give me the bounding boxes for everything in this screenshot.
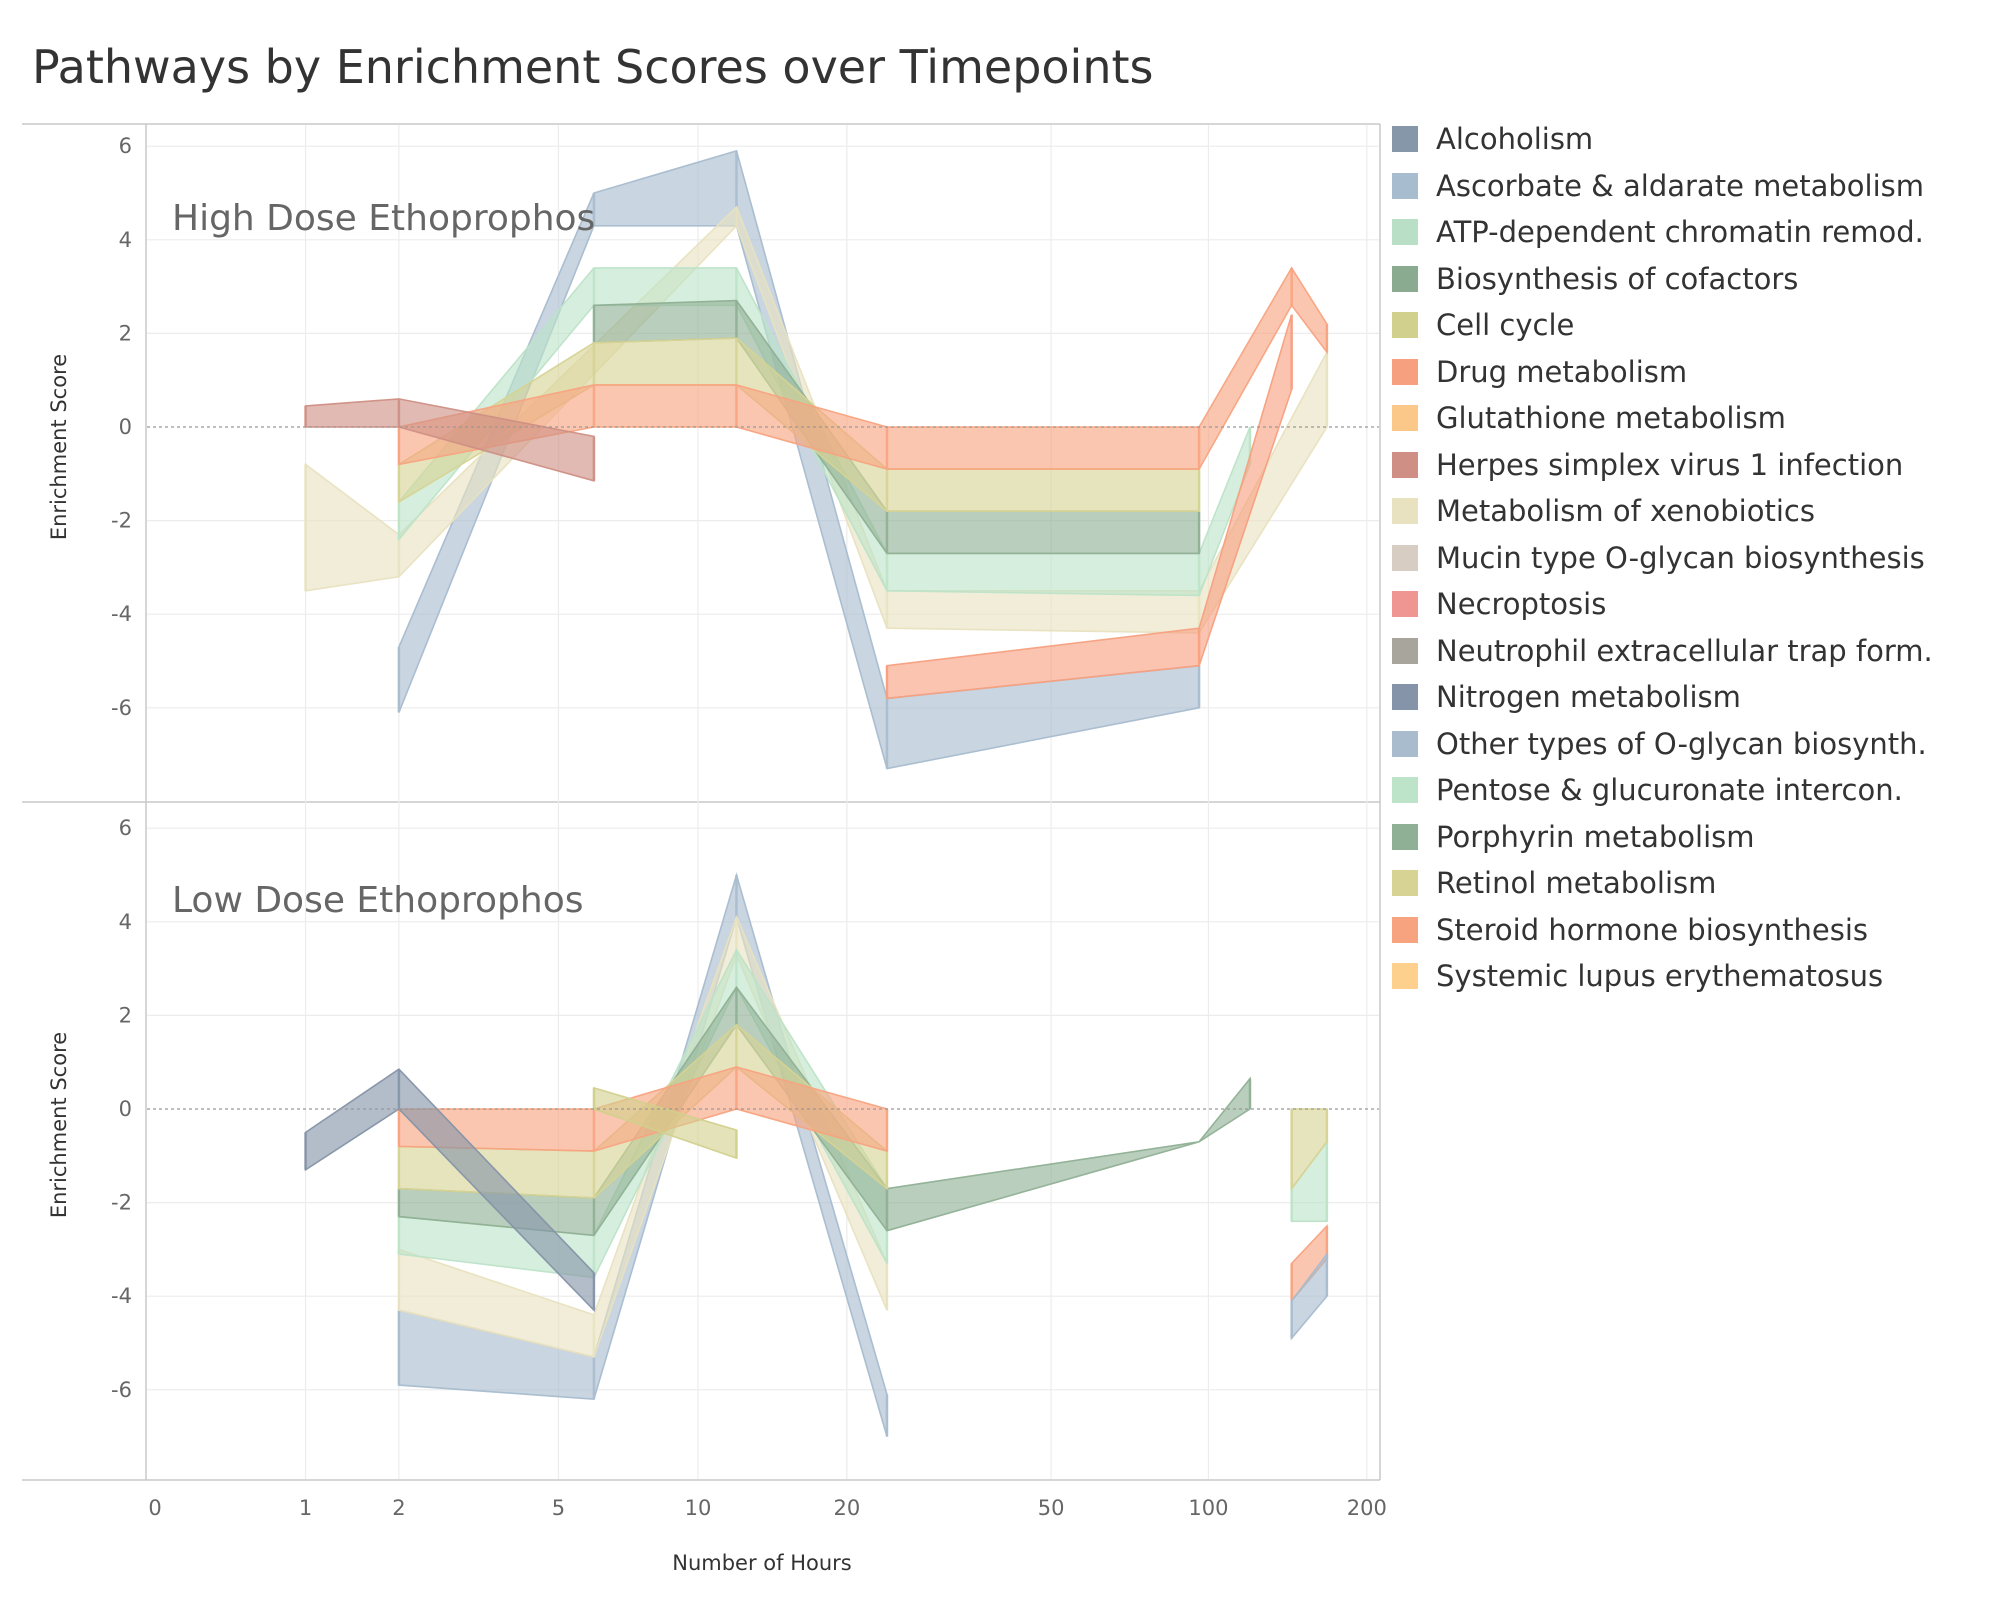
legend-swatch (1392, 870, 1418, 897)
legend-label: Glutathione metabolism (1436, 401, 1786, 436)
legend-swatch (1392, 126, 1418, 153)
legend-swatch (1392, 358, 1418, 385)
legend-label: Cell cycle (1436, 308, 1575, 343)
legend-label: Steroid hormone biosynthesis (1436, 912, 1869, 947)
legend-label: Ascorbate & aldarate metabolism (1436, 168, 1924, 203)
y-tick-label: 6 (119, 816, 132, 840)
legend-label: Pentose & glucuronate intercon. (1436, 773, 1903, 808)
y-axis-title: Enrichment Score (47, 1032, 71, 1218)
legend-item[interactable]: Porphyrin metabolism (1392, 814, 1992, 861)
legend-swatch (1392, 451, 1418, 478)
legend-swatch (1392, 637, 1418, 664)
x-tick-label: 2 (392, 1496, 405, 1520)
legend-item[interactable]: Steroid hormone biosynthesis (1392, 907, 1992, 954)
legend-swatch (1392, 684, 1418, 711)
legend-label: Biosynthesis of cofactors (1436, 261, 1799, 296)
x-tick-label: 20 (833, 1496, 860, 1520)
legend-swatch (1392, 544, 1418, 571)
x-axis-title: Number of Hours (672, 1551, 851, 1575)
legend-swatch (1392, 730, 1418, 757)
x-tick-label: 200 (1347, 1496, 1387, 1520)
y-tick-label: 2 (119, 321, 132, 345)
y-tick-label: 4 (119, 228, 132, 252)
legend-item[interactable]: Herpes simplex virus 1 infection (1392, 442, 1992, 489)
legend-label: ATP-dependent chromatin remod. (1436, 215, 1924, 250)
legend-label: Retinol metabolism (1436, 866, 1717, 901)
legend-swatch (1392, 916, 1418, 943)
y-tick-label: 2 (119, 1003, 132, 1027)
legend-item[interactable]: Ascorbate & aldarate metabolism (1392, 163, 1992, 210)
legend-label: Necroptosis (1436, 587, 1607, 622)
panel-label: Low Dose Ethoprophos (172, 880, 583, 921)
legend-item[interactable]: ATP-dependent chromatin remod. (1392, 209, 1992, 256)
legend: Alcoholism Ascorbate & aldarate metabolis… (1392, 116, 1992, 1000)
legend-item[interactable]: Neutrophil extracellular trap form. (1392, 628, 1992, 675)
legend-swatch (1392, 219, 1418, 246)
legend-swatch (1392, 823, 1418, 850)
x-tick-label: 50 (1038, 1496, 1065, 1520)
legend-item[interactable]: Nitrogen metabolism (1392, 674, 1992, 721)
legend-swatch (1392, 963, 1418, 990)
y-tick-label: -2 (111, 509, 132, 533)
legend-label: Neutrophil extracellular trap form. (1436, 633, 1933, 668)
legend-label: Herpes simplex virus 1 infection (1436, 447, 1904, 482)
legend-item[interactable]: Drug metabolism (1392, 349, 1992, 396)
y-tick-label: 6 (119, 134, 132, 158)
legend-label: Other types of O-glycan biosynth. (1436, 726, 1927, 761)
x-tick-label: 5 (552, 1496, 565, 1520)
x-tick-label: 0 (148, 1496, 161, 1520)
legend-label: Alcoholism (1436, 122, 1594, 157)
legend-label: Metabolism of xenobiotics (1436, 494, 1815, 529)
y-tick-label: -6 (111, 1378, 132, 1402)
legend-label: Drug metabolism (1436, 354, 1688, 389)
legend-item[interactable]: Glutathione metabolism (1392, 395, 1992, 442)
legend-item[interactable]: Alcoholism (1392, 116, 1992, 163)
legend-item[interactable]: Systemic lupus erythematosus (1392, 953, 1992, 1000)
legend-label: Porphyrin metabolism (1436, 819, 1755, 854)
legend-item[interactable]: Mucin type O-glycan biosynthesis (1392, 535, 1992, 582)
legend-swatch (1392, 777, 1418, 804)
x-tick-label: 10 (685, 1496, 712, 1520)
x-tick-label: 1 (299, 1496, 312, 1520)
legend-item[interactable]: Metabolism of xenobiotics (1392, 488, 1992, 535)
legend-item[interactable]: Pentose & glucuronate intercon. (1392, 767, 1992, 814)
y-tick-label: -6 (111, 696, 132, 720)
legend-swatch (1392, 405, 1418, 432)
y-tick-label: 0 (119, 1097, 132, 1121)
panel-label: High Dose Ethoprophos (172, 198, 595, 239)
legend-item[interactable]: Cell cycle (1392, 302, 1992, 349)
legend-swatch (1392, 591, 1418, 618)
legend-label: Systemic lupus erythematosus (1436, 959, 1884, 994)
legend-swatch (1392, 312, 1418, 339)
chart-title: Pathways by Enrichment Scores over Timep… (32, 40, 1154, 94)
legend-item[interactable]: Retinol metabolism (1392, 860, 1992, 907)
y-tick-label: -2 (111, 1191, 132, 1215)
y-axis-title: Enrichment Score (47, 354, 71, 540)
legend-swatch (1392, 498, 1418, 525)
legend-item[interactable]: Necroptosis (1392, 581, 1992, 628)
legend-swatch (1392, 265, 1418, 292)
legend-item[interactable]: Biosynthesis of cofactors (1392, 256, 1992, 303)
y-tick-label: -4 (111, 602, 132, 626)
legend-label: Mucin type O-glycan biosynthesis (1436, 540, 1925, 575)
y-tick-label: -4 (111, 1284, 132, 1308)
legend-item[interactable]: Other types of O-glycan biosynth. (1392, 721, 1992, 768)
x-tick-label: 100 (1188, 1496, 1228, 1520)
legend-label: Nitrogen metabolism (1436, 680, 1741, 715)
legend-swatch (1392, 172, 1418, 199)
y-tick-label: 0 (119, 415, 132, 439)
y-tick-label: 4 (119, 910, 132, 934)
